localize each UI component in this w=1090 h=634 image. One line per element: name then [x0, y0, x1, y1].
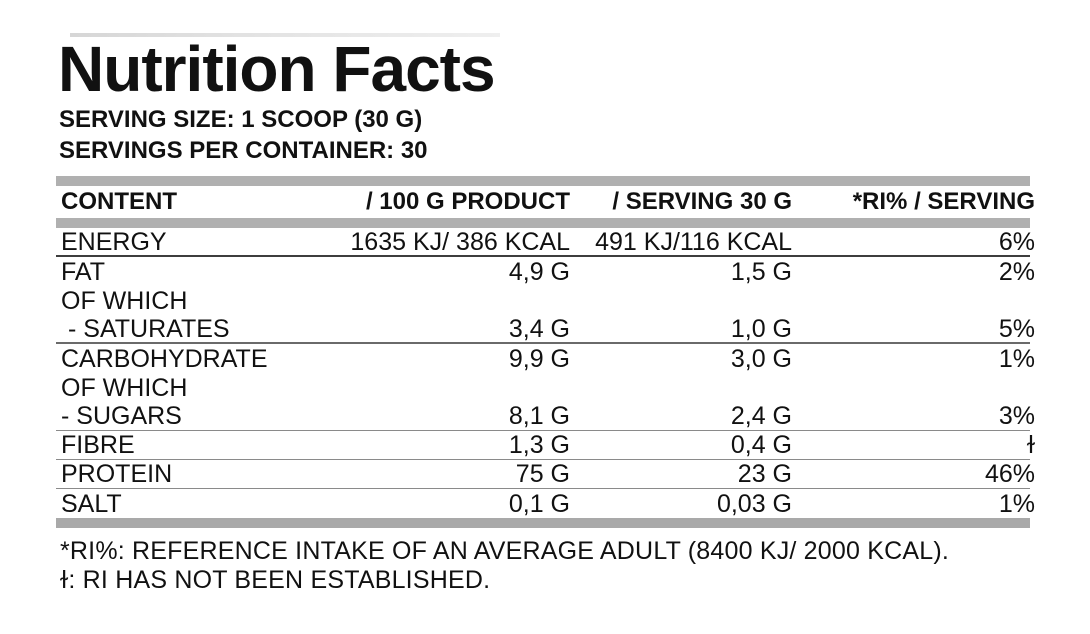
- row-label: FIBRE: [61, 431, 135, 459]
- row-fibre: FIBRE 1,3 G 0,4 G ɫ: [56, 431, 1035, 460]
- nutrition-facts-label: Nutrition Facts SERVING SIZE: 1 SCOOP (3…: [56, 33, 1035, 595]
- row-ri: 3%: [998, 402, 1035, 430]
- row-label: - SATURATES: [68, 315, 230, 343]
- row-ri: 6%: [998, 228, 1035, 256]
- divider-bar-below-header: [56, 218, 1030, 228]
- servings-per-container-line: SERVINGS PER CONTAINER: 30: [59, 137, 428, 164]
- row-per-serving: 0,4 G: [730, 431, 792, 459]
- row-fat: FAT 4,9 G 1,5 G 2%: [56, 257, 1035, 286]
- row-per-100g: 1,3 G: [508, 431, 570, 459]
- row-per-serving: 3,0 G: [730, 344, 792, 373]
- row-per-serving: 2,4 G: [730, 402, 792, 430]
- header-ri-percent: *RI% / SERVING: [852, 188, 1035, 215]
- footnotes: *RI%: REFERENCE INTAKE OF AN AVERAGE ADU…: [60, 537, 1030, 595]
- row-label: ENERGY: [61, 228, 167, 256]
- row-of-which-fat: OF WHICH: [56, 286, 1030, 315]
- row-ri: ɫ: [1026, 431, 1035, 459]
- row-label: OF WHICH: [61, 373, 188, 402]
- row-salt: SALT 0,1 G 0,03 G 1%: [56, 489, 1035, 518]
- row-ri: 1%: [998, 344, 1035, 373]
- header-per-100g: / 100 G PRODUCT: [365, 188, 570, 215]
- row-per-100g: 9,9 G: [508, 344, 570, 373]
- row-per-100g: 1635 KJ/ 386 KCAL: [350, 228, 570, 256]
- row-per-100g: 8,1 G: [508, 402, 570, 430]
- divider-bar-bottom: [56, 518, 1030, 528]
- row-of-which-carbohydrate: OF WHICH: [56, 373, 1030, 402]
- row-ri: 5%: [998, 315, 1035, 343]
- table-header-row: CONTENT / 100 G PRODUCT / SERVING 30 G *…: [56, 186, 1035, 218]
- row-saturates: - SATURATES 3,4 G 1,0 G 5%: [56, 315, 1035, 344]
- not-established-footnote: ɫ: RI HAS NOT BEEN ESTABLISHED.: [60, 566, 491, 594]
- row-per-serving: 23 G: [737, 460, 792, 488]
- row-per-100g: 0,1 G: [508, 489, 570, 518]
- ri-footnote: *RI%: REFERENCE INTAKE OF AN AVERAGE ADU…: [60, 537, 950, 565]
- serving-size-line: SERVING SIZE: 1 SCOOP (30 G): [59, 106, 423, 133]
- row-per-100g: 75 G: [515, 460, 570, 488]
- header-per-serving: / SERVING 30 G: [612, 188, 792, 215]
- row-per-100g: 4,9 G: [508, 257, 570, 286]
- row-per-100g: 3,4 G: [508, 315, 570, 343]
- row-energy: ENERGY 1635 KJ/ 386 KCAL 491 KJ/116 KCAL…: [56, 228, 1035, 257]
- divider-bar-top: [56, 176, 1030, 186]
- row-per-serving: 0,03 G: [716, 489, 792, 518]
- header-content: CONTENT: [61, 188, 177, 215]
- scan-artifact-smudge: [70, 33, 500, 37]
- row-label: - SUGARS: [61, 402, 182, 430]
- page-title: Nutrition Facts: [58, 33, 496, 105]
- row-protein: PROTEIN 75 G 23 G 46%: [56, 460, 1035, 489]
- row-sugars: - SUGARS 8,1 G 2,4 G 3%: [56, 402, 1035, 431]
- row-ri: 1%: [998, 489, 1035, 518]
- row-label: OF WHICH: [61, 286, 188, 315]
- row-per-serving: 1,5 G: [730, 257, 792, 286]
- row-ri: 2%: [998, 257, 1035, 286]
- row-label: SALT: [61, 489, 122, 518]
- row-label: CARBOHYDRATE: [61, 344, 268, 373]
- row-ri: 46%: [984, 460, 1035, 488]
- row-carbohydrate: CARBOHYDRATE 9,9 G 3,0 G 1%: [56, 344, 1035, 373]
- row-per-serving: 1,0 G: [730, 315, 792, 343]
- row-per-serving: 491 KJ/116 KCAL: [595, 228, 792, 256]
- row-label: PROTEIN: [61, 460, 173, 488]
- row-label: FAT: [61, 257, 105, 286]
